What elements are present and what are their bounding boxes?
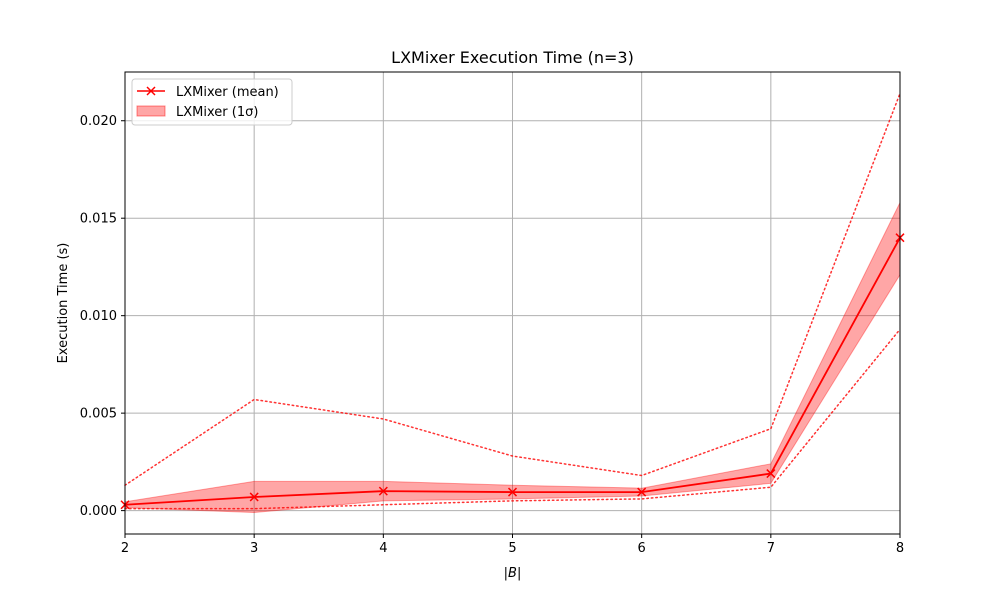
mean-marker (249, 492, 259, 502)
x-axis-label: |B| (504, 566, 522, 581)
marker-stroke (637, 487, 647, 497)
ticks: 2 3 4 5 6 7 8 0.000 0.005 0.010 0.015 0.020 (80, 114, 904, 556)
legend-swatch-band (136, 105, 166, 117)
x-tick-label: 3 (250, 541, 258, 556)
legend-box (131, 78, 293, 126)
marker-stroke (507, 487, 518, 497)
grid (124, 72, 901, 534)
y-axis-label: Execution Time (s) (56, 243, 71, 364)
min-dotted-line (124, 328, 901, 510)
legend-label-mean: LXMixer (mean) (176, 85, 279, 100)
y-tick-label: 0.010 (80, 309, 117, 324)
marker-stroke (766, 469, 776, 479)
y-tick-label: 0.005 (80, 407, 117, 422)
legend: LXMixer (mean) LXMixer (1σ) (131, 78, 293, 126)
legend-label-band: LXMixer (1σ) (176, 105, 258, 120)
legend-marker-x-icon (146, 86, 156, 96)
x-tick-label: 4 (379, 541, 387, 556)
x-tick-label: 2 (121, 541, 129, 556)
chart-title: LXMixer Execution Time (n=3) (391, 48, 634, 67)
mean-marker (637, 487, 647, 497)
mean-marker (378, 486, 388, 496)
x-tick-label: 7 (767, 541, 775, 556)
max-dotted-line (124, 92, 901, 487)
y-tick-label: 0.015 (80, 212, 117, 227)
x-tick-label: 6 (638, 541, 646, 556)
marker-stroke (146, 86, 156, 96)
x-tick-label: 8 (896, 541, 904, 556)
marker-stroke (378, 486, 388, 496)
y-tick-label: 0.020 (80, 114, 117, 129)
marker-stroke (249, 492, 259, 502)
x-tick-label: 5 (508, 541, 516, 556)
mean-marker (766, 469, 776, 479)
y-tick-label: 0.000 (80, 504, 117, 519)
mean-marker (507, 487, 518, 497)
